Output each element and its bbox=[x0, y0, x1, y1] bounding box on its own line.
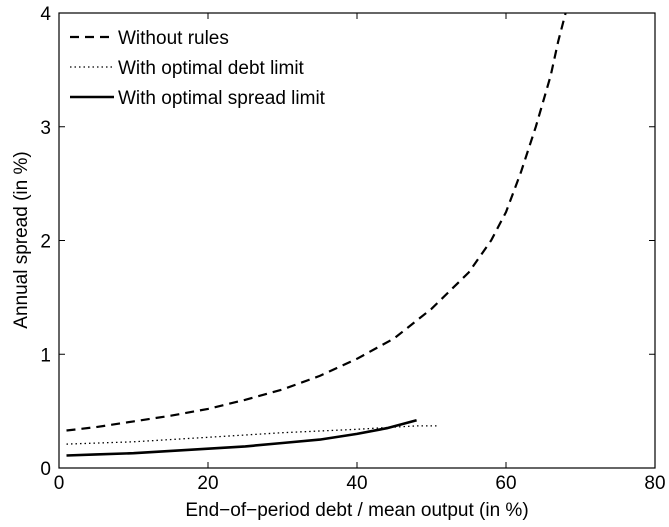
y-tick-label: 2 bbox=[40, 232, 51, 253]
x-axis-ticks: 0 20 40 60 80 bbox=[54, 13, 666, 494]
y-axis-ticks: 0 1 2 3 4 bbox=[40, 4, 655, 480]
x-tick-label: 0 bbox=[54, 473, 65, 494]
legend-label-2: With optimal debt limit bbox=[118, 58, 305, 79]
legend: Without rules With optimal debt limit With… bbox=[70, 28, 326, 109]
series-line-2 bbox=[66, 425, 439, 445]
legend-label-1: Without rules bbox=[118, 28, 229, 49]
y-axis-label: Annual spread (in %) bbox=[11, 151, 32, 328]
legend-label-3: With optimal spread limit bbox=[118, 88, 326, 109]
plot-area bbox=[58, 12, 656, 469]
y-tick-label: 4 bbox=[40, 4, 51, 25]
series-line-3 bbox=[66, 418, 417, 457]
series-line-1 bbox=[66, 12, 567, 432]
y-tick-label: 3 bbox=[40, 118, 51, 139]
x-tick-label: 60 bbox=[495, 473, 516, 494]
y-tick-label: 1 bbox=[40, 345, 51, 366]
x-tick-label: 80 bbox=[644, 473, 665, 494]
x-tick-label: 40 bbox=[346, 473, 367, 494]
series-layer bbox=[66, 12, 567, 457]
y-tick-label: 0 bbox=[40, 459, 51, 480]
x-axis-label: End−of−period debt / mean output (in %) bbox=[185, 500, 528, 521]
x-tick-label: 20 bbox=[197, 473, 218, 494]
